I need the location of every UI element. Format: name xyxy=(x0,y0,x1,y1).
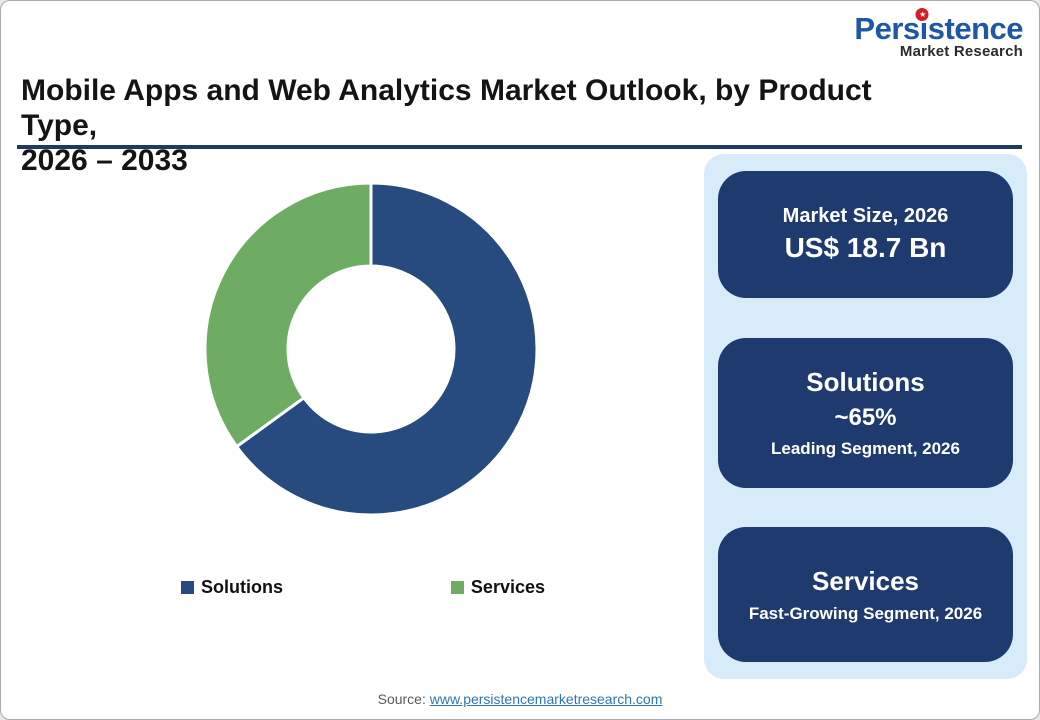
logo-star-icon: ★ xyxy=(915,8,929,21)
page-title-line1: Mobile Apps and Web Analytics Market Out… xyxy=(21,74,872,143)
brand-name: Persistence ★ xyxy=(854,8,1024,46)
chart-legend: Solutions Services xyxy=(181,577,545,598)
market-size-card: Market Size, 2026 US$ 18.7 Bn xyxy=(718,171,1013,298)
legend-swatch-icon xyxy=(181,581,194,594)
page-title-line2: 2026 – 2033 xyxy=(21,144,188,178)
donut-chart-svg xyxy=(203,181,539,517)
brand-logo: Persistence ★ Market Research xyxy=(854,8,1024,60)
market-size-value: US$ 18.7 Bn xyxy=(784,232,947,263)
brand-name-part: stence xyxy=(927,11,1024,46)
legend-item-services: Services xyxy=(450,577,545,598)
legend-label: Services xyxy=(470,577,545,597)
donut-slice-services xyxy=(203,181,373,449)
brand-subtitle: Market Research xyxy=(899,42,1023,60)
donut-slice-solutions xyxy=(235,181,539,517)
legend-swatch-icon xyxy=(450,581,464,594)
source-line: Source: www.persistencemarketresearch.co… xyxy=(1,691,1039,707)
solutions-card-share: ~65% xyxy=(834,403,897,431)
brand-name-part: Pers xyxy=(854,11,920,46)
info-panel: Market Size, 2026 US$ 18.7 Bn Solutions … xyxy=(704,154,1027,679)
source-link[interactable]: www.persistencemarketresearch.com xyxy=(429,691,663,707)
legend-item-solutions: Solutions xyxy=(181,577,283,598)
services-card-title: Services xyxy=(812,565,919,596)
solutions-card-caption: Leading Segment, 2026 xyxy=(771,438,960,458)
solutions-card: Solutions ~65% Leading Segment, 2026 xyxy=(718,337,1013,488)
page-title: Mobile Apps and Web Analytics Market Out… xyxy=(21,73,951,178)
source-label: Source: xyxy=(377,691,426,707)
brand-name-part: i xyxy=(919,11,929,46)
title-divider xyxy=(17,145,1022,149)
legend-label: Solutions xyxy=(201,577,283,597)
services-card-caption: Fast-Growing Segment, 2026 xyxy=(748,603,983,623)
donut-chart xyxy=(201,179,541,519)
services-card: Services Fast-Growing Segment, 2026 xyxy=(718,527,1013,662)
solutions-card-title: Solutions xyxy=(806,366,925,397)
market-size-label: Market Size, 2026 xyxy=(782,205,949,227)
